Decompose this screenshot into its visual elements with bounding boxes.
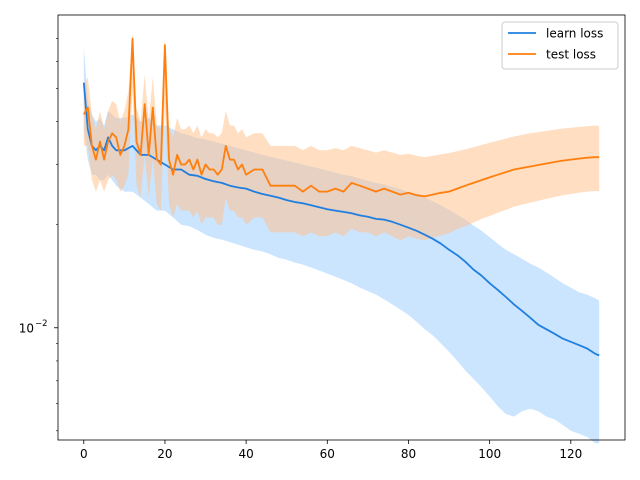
x-tick-label: 60 xyxy=(320,447,335,461)
legend: learn loss test loss xyxy=(501,21,619,70)
line-learn-loss xyxy=(82,82,600,357)
band-learn-loss xyxy=(83,47,600,444)
axes-frame xyxy=(57,14,626,441)
y-tick-label-exponent: −2 xyxy=(35,319,48,329)
x-tick-label: 20 xyxy=(157,447,172,461)
line-test-loss xyxy=(83,37,600,198)
y-tick-label-base: 10 xyxy=(19,321,34,335)
x-tick-label: 80 xyxy=(401,447,416,461)
confidence-bands xyxy=(83,34,600,444)
y-axis: 10 −2 xyxy=(19,38,58,432)
x-axis: 0 20 40 60 80 100 120 xyxy=(80,440,582,461)
x-tick-label: 0 xyxy=(80,447,88,461)
x-tick-label: 120 xyxy=(559,447,582,461)
legend-label-test-loss: test loss xyxy=(546,48,596,62)
series-lines xyxy=(82,37,600,357)
x-tick-label: 40 xyxy=(238,447,253,461)
legend-label-learn-loss: learn loss xyxy=(546,27,603,41)
band-test-loss xyxy=(83,34,600,241)
x-tick-label: 100 xyxy=(478,447,501,461)
